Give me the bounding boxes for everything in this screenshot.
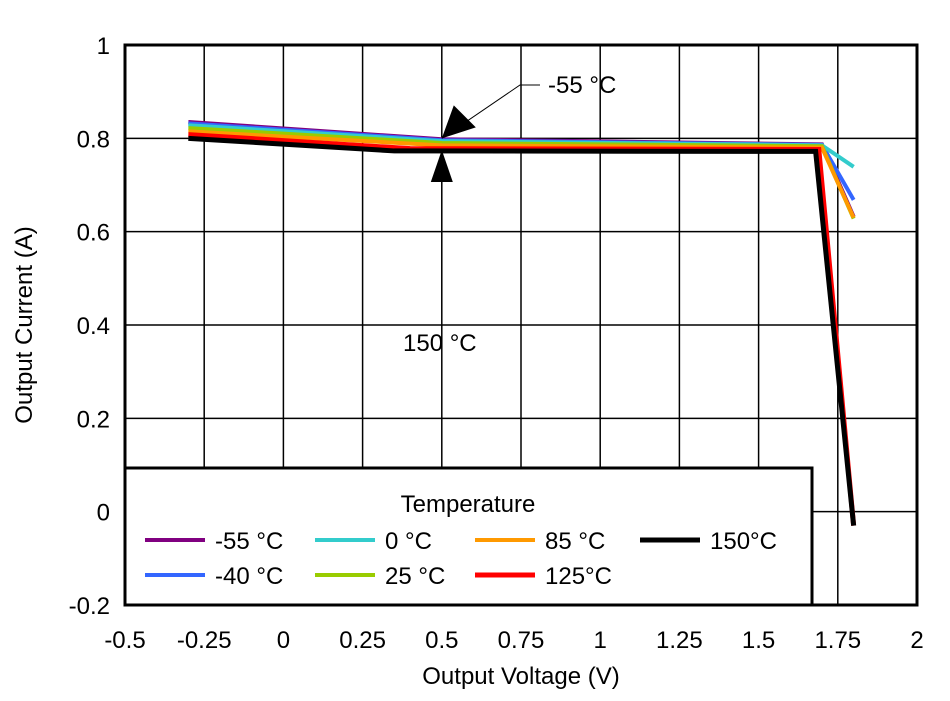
legend-label: -40 °C bbox=[215, 563, 283, 590]
y-tick-label: 0.4 bbox=[77, 313, 110, 340]
legend-label: 125°C bbox=[545, 563, 612, 590]
legend-label: 85 °C bbox=[545, 528, 605, 555]
legend-label: 0 °C bbox=[385, 528, 432, 555]
arrowhead bbox=[430, 150, 453, 182]
x-tick-label: 0.25 bbox=[339, 627, 386, 654]
y-tick-label: 0 bbox=[97, 500, 110, 527]
x-tick-label: -0.5 bbox=[104, 627, 145, 654]
legend-title: Temperature bbox=[401, 491, 536, 518]
legend: Temperature -55 °C -40 °C 0 °C 25 °C 85 °C 12… bbox=[123, 466, 814, 607]
x-tick-label: 1.5 bbox=[742, 627, 775, 654]
series-lines bbox=[188, 120, 857, 526]
y-tick-label: 0.8 bbox=[77, 126, 110, 153]
y-tick-label: 0.2 bbox=[77, 406, 110, 433]
x-tick-label: 2 bbox=[910, 627, 923, 654]
y-tick-label: -0.2 bbox=[69, 593, 110, 620]
tick-labels: -0.5 -0.25 0 0.25 0.5 0.75 1 1.25 1.5 1.75 2 -0.2 0 0… bbox=[69, 33, 924, 654]
series-line bbox=[188, 129, 856, 219]
legend-box bbox=[123, 466, 814, 607]
legend-label: 25 °C bbox=[385, 563, 445, 590]
x-tick-label: -0.25 bbox=[177, 627, 232, 654]
x-axis-label: Output Voltage (V) bbox=[422, 663, 619, 690]
legend-label: 150°C bbox=[710, 528, 777, 555]
x-tick-label: 0 bbox=[277, 627, 290, 654]
x-tick-label: 0.75 bbox=[498, 627, 545, 654]
legend-label: -55 °C bbox=[215, 528, 283, 555]
x-tick-label: 1.25 bbox=[656, 627, 703, 654]
x-tick-label: 1.75 bbox=[814, 627, 861, 654]
x-tick-label: 1 bbox=[594, 627, 607, 654]
arrowhead bbox=[441, 105, 476, 139]
series-line bbox=[188, 135, 857, 526]
annotation-label: 150 °C bbox=[403, 330, 477, 357]
x-tick-label: 0.5 bbox=[425, 627, 458, 654]
y-tick-label: 0.6 bbox=[77, 220, 110, 247]
y-tick-label: 1 bbox=[97, 33, 110, 60]
annotations: -55 °C 150 °C bbox=[403, 72, 616, 357]
annotation-label: -55 °C bbox=[548, 72, 616, 99]
y-axis-label: Output Current (A) bbox=[11, 226, 38, 423]
